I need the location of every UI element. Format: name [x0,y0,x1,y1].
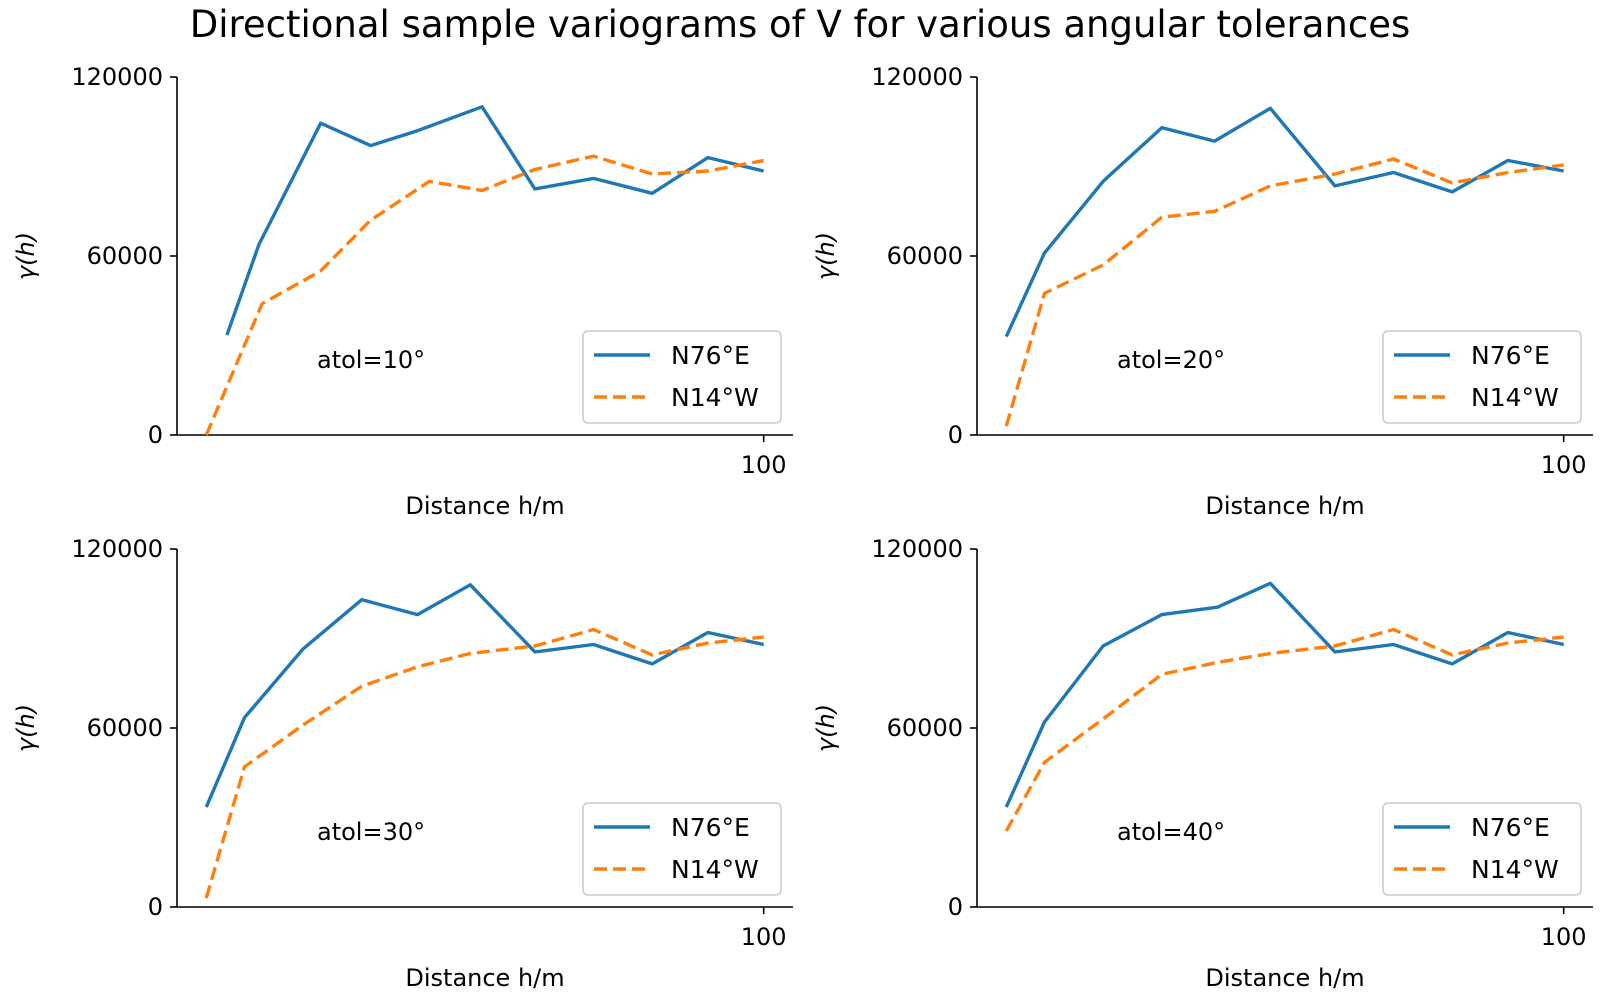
panel-4-y-tick-label: 0 [948,893,963,921]
panel-4-series-n14w-line [1004,627,1564,832]
panel-3-legend-label: N76°E [671,813,750,842]
panel-3-x-axis-label: Distance h/m [405,964,564,992]
panel-4-series-n76e-line [1004,581,1565,808]
panel-4-legend-label: N14°W [1471,855,1559,884]
panel-2-y-axis-label: γ(h) [812,232,840,280]
panel-4-y-axis-label: γ(h) [812,704,840,752]
panel-2-legend-label: N76°E [1471,341,1550,370]
panel-4-y-tick-label: 60000 [887,714,963,742]
panel-1-legend-label: N76°E [671,341,750,370]
panel-3-legend-label: N14°W [671,855,759,884]
panel-2-y-tick-label: 60000 [887,242,963,270]
panel-3-annotation: atol=30° [317,818,425,846]
panel-1-x-tick-label: 100 [741,451,787,479]
panel-1-annotation: atol=10° [317,346,425,374]
panel-1-legend-label: N14°W [671,383,759,412]
panel-2-y-tick-label: 120000 [871,63,963,91]
panel-4-y-tick-label: 120000 [871,535,963,563]
panel-1-y-tick-label: 60000 [87,242,163,270]
panel-4-annotation: atol=40° [1117,818,1225,846]
panel-2-series-n76e-line [1004,106,1565,338]
panel-4-x-tick-label: 100 [1541,923,1587,951]
panel-1-y-axis-label: γ(h) [12,232,40,280]
panel-3-series-n14w-line [204,627,764,899]
figure-title: Directional sample variograms of V for v… [190,3,1411,46]
panel-2-x-axis-label: Distance h/m [1205,492,1364,520]
panel-1-series-n76e-line [225,105,765,336]
panel-3-y-tick-label: 60000 [87,714,163,742]
panel-3-series-n76e-line [204,583,765,808]
panel-1-y-tick-label: 0 [148,421,163,449]
panel-2-y-tick-label: 0 [948,421,963,449]
panel-3-x-tick-label: 100 [741,923,787,951]
panel-4-legend-label: N76°E [1471,813,1550,842]
panel-1-y-tick-label: 120000 [71,63,163,91]
panel-3-y-tick-label: 120000 [71,535,163,563]
panel-3-y-axis-label: γ(h) [12,704,40,752]
panel-1-x-axis-label: Distance h/m [405,492,564,520]
panel-2-series-n14w-line [1004,157,1564,427]
panel-1-series-n14w-line [204,154,765,436]
panel-4-x-axis-label: Distance h/m [1205,964,1364,992]
panel-2-x-tick-label: 100 [1541,451,1587,479]
panel-2-annotation: atol=20° [1117,346,1225,374]
panel-3-y-tick-label: 0 [148,893,163,921]
panel-2-legend-label: N14°W [1471,383,1559,412]
